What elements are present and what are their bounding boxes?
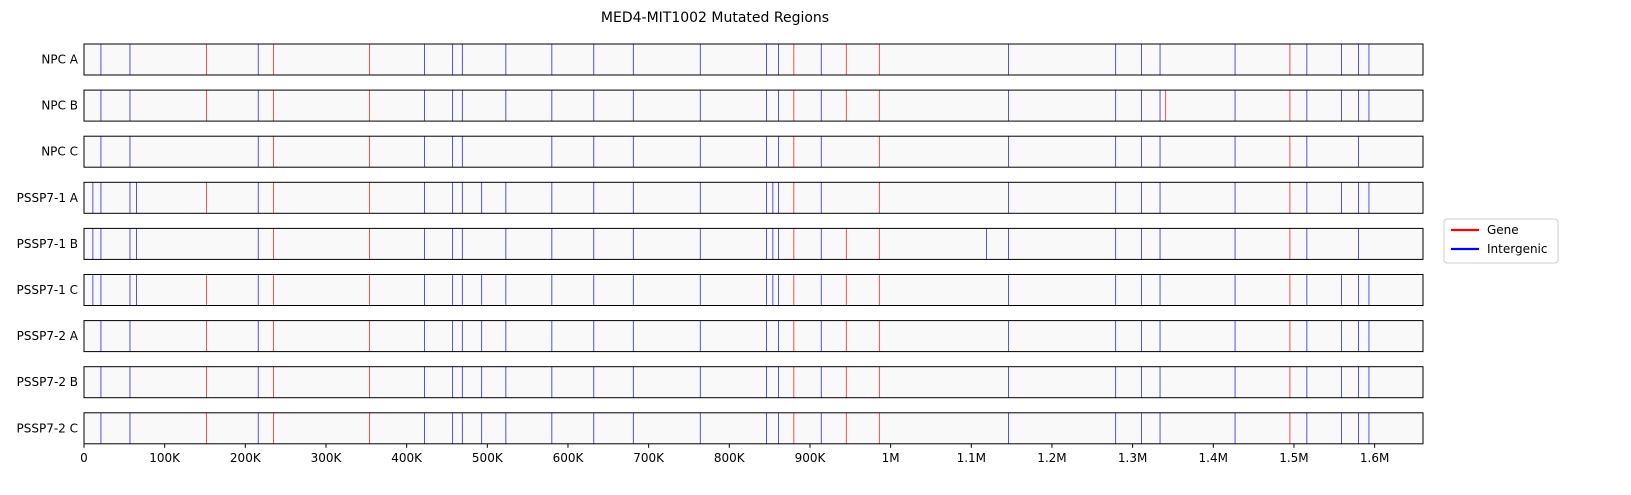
legend: Gene Intergenic bbox=[1443, 218, 1559, 264]
strip-frame bbox=[83, 366, 1424, 399]
strip-row: PSSP7-1 C bbox=[17, 274, 1424, 306]
strip-frame bbox=[83, 227, 1424, 260]
strip-background bbox=[84, 274, 1423, 306]
strip-row: PSSP7-1 A bbox=[17, 181, 1424, 214]
strip-row: NPC A bbox=[41, 43, 1424, 76]
strip-background bbox=[84, 366, 1423, 398]
strip-row: PSSP7-2 A bbox=[17, 320, 1424, 353]
row-label: PSSP7-2 B bbox=[17, 375, 78, 389]
x-tick-label: 800K bbox=[714, 451, 746, 465]
row-label: NPC A bbox=[41, 53, 78, 67]
x-tick-label: 500K bbox=[472, 451, 504, 465]
x-tick-label: 300K bbox=[311, 451, 343, 465]
chart-title: MED4-MIT1002 Mutated Regions bbox=[601, 10, 829, 26]
strip-frame bbox=[83, 43, 1424, 76]
x-tick-label: 600K bbox=[553, 451, 585, 465]
row-label: PSSP7-2 A bbox=[17, 329, 79, 343]
strip-background bbox=[84, 182, 1423, 214]
strip-frame bbox=[83, 89, 1424, 122]
strip-background bbox=[84, 44, 1423, 75]
row-label: PSSP7-1 C bbox=[17, 283, 79, 297]
strip-row: NPC C bbox=[41, 135, 1424, 168]
legend-label: Intergenic bbox=[1487, 242, 1548, 256]
x-tick-label: 400K bbox=[391, 451, 423, 465]
x-tick-label: 1M bbox=[882, 451, 900, 465]
strip-frame bbox=[83, 412, 1424, 445]
row-label: NPC B bbox=[41, 99, 78, 113]
row-label: PSSP7-2 C bbox=[17, 421, 79, 435]
strip-rows: NPC A NPC B NPC C PSSP7-1 A PSSP7-1 B PSSP7-1… bbox=[17, 43, 1424, 445]
legend-label: Gene bbox=[1487, 223, 1519, 237]
x-tick-label: 1.6M bbox=[1360, 451, 1389, 465]
strip-frame bbox=[83, 274, 1424, 306]
strip-background bbox=[84, 90, 1423, 122]
strip-row: NPC B bbox=[41, 89, 1424, 122]
strip-row: PSSP7-2 C bbox=[17, 412, 1424, 445]
x-tick-label: 1.5M bbox=[1279, 451, 1308, 465]
strip-background bbox=[84, 412, 1423, 444]
strip-frame bbox=[83, 135, 1424, 168]
strip-frame bbox=[83, 181, 1424, 214]
strip-background bbox=[84, 320, 1423, 352]
x-tick-label: 1.3M bbox=[1118, 451, 1147, 465]
x-tick-label: 1.2M bbox=[1037, 451, 1066, 465]
row-label: NPC C bbox=[41, 145, 78, 159]
row-label: PSSP7-1 B bbox=[17, 237, 78, 251]
strip-background bbox=[84, 228, 1423, 260]
x-tick-label: 1.1M bbox=[957, 451, 986, 465]
x-tick-label: 0 bbox=[80, 451, 88, 465]
x-tick-label: 1.4M bbox=[1199, 451, 1228, 465]
row-label: PSSP7-1 A bbox=[17, 191, 79, 205]
strip-row: PSSP7-2 B bbox=[17, 366, 1424, 399]
strip-background bbox=[84, 136, 1423, 168]
x-tick-label: 900K bbox=[795, 451, 827, 465]
strip-frame bbox=[83, 320, 1424, 353]
x-tick-label: 200K bbox=[230, 451, 262, 465]
strip-row: PSSP7-1 B bbox=[17, 227, 1424, 260]
x-tick-label: 700K bbox=[633, 451, 665, 465]
x-tick-label: 100K bbox=[149, 451, 181, 465]
x-axis: 0 100K 200K 300K 400K 500K 600K 700K 800K 900K 1M 1… bbox=[80, 443, 1389, 465]
